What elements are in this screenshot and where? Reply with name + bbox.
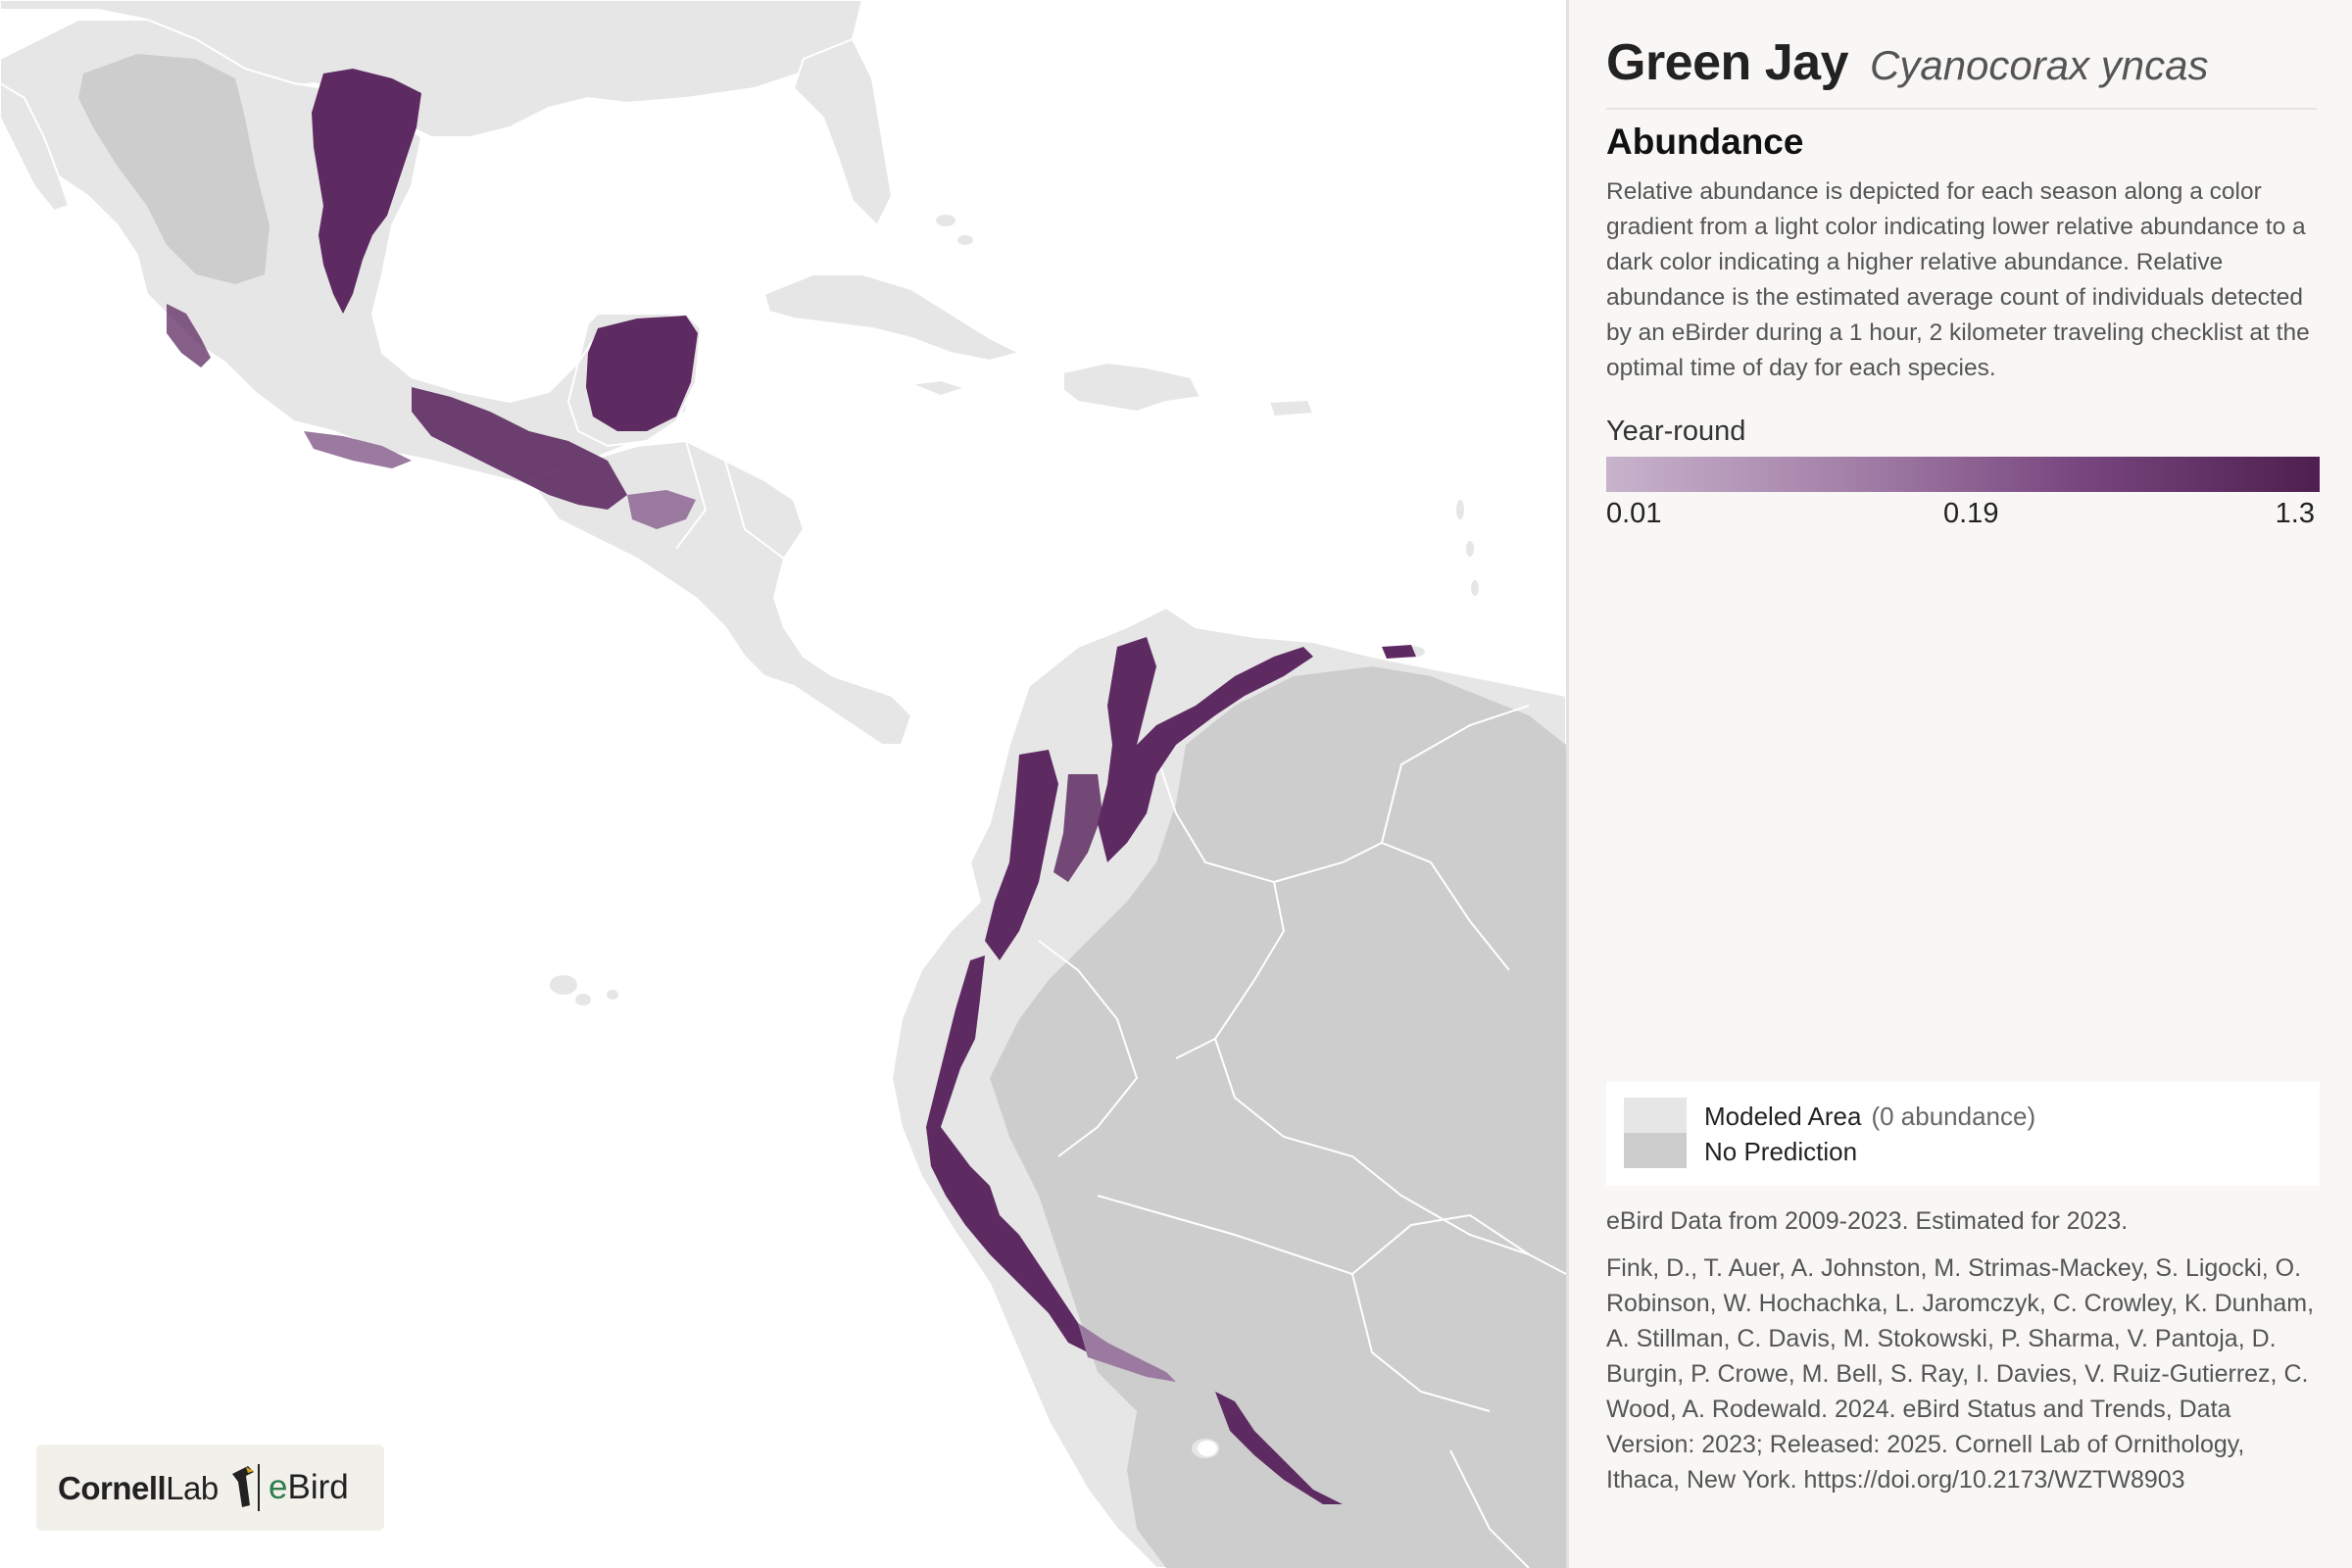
range-map[interactable]: CornellLab eBird — [0, 0, 1566, 1568]
lake-titicaca — [1198, 1441, 1217, 1456]
scale-mid-label: 0.19 — [1943, 498, 1999, 529]
cornell-lab-wordmark: CornellLab — [58, 1470, 219, 1506]
data-years-note: eBird Data from 2009-2023. Estimated for… — [1606, 1207, 2129, 1235]
modeled-area-label: Modeled Area (0 abundance) — [1704, 1102, 2036, 1131]
land-central-america — [527, 439, 913, 746]
abundance-areas — [167, 69, 1416, 1504]
land-florida — [792, 37, 894, 227]
ebird-wordmark: eBird — [269, 1468, 349, 1506]
cornell-ebird-logo[interactable]: CornellLab eBird — [36, 1445, 384, 1531]
no-prediction-swatch — [1624, 1133, 1687, 1168]
abundance-description: Relative abundance is depicted for each … — [1606, 178, 2310, 381]
modeled-area-swatch — [1624, 1098, 1687, 1133]
abundance-color-scale — [1606, 457, 2320, 492]
land-cuba — [762, 273, 1022, 363]
country-borders — [675, 440, 1566, 1568]
map-legend: Modeled Area (0 abundance) No Prediction — [1606, 1082, 2320, 1186]
logo-divider — [258, 1464, 260, 1511]
no-prediction-label: No Prediction — [1704, 1137, 1858, 1166]
species-header: Green Jay Cyanocorax yncas — [1606, 33, 2317, 110]
land-puerto-rico — [1267, 398, 1315, 418]
scientific-name: Cyanocorax yncas — [1870, 42, 2209, 88]
citation-text: Fink, D., T. Auer, A. Johnston, M. Strim… — [1606, 1254, 2315, 1494]
season-label: Year-round — [1606, 416, 1746, 447]
map-canvas — [0, 0, 1566, 1568]
scale-max-label: 1.3 — [2275, 498, 2315, 529]
info-panel: Green Jay Cyanocorax yncas Abundance Rela… — [1566, 0, 2352, 1568]
land-baja — [0, 81, 71, 213]
no-prediction-south-america — [990, 666, 1566, 1568]
no-prediction-mexico — [78, 54, 270, 284]
bird-icon — [232, 1466, 254, 1507]
modeled-area-note: (0 abundance) — [1871, 1102, 2036, 1131]
abundance-title: Abundance — [1606, 122, 1804, 162]
common-name: Green Jay — [1606, 34, 1849, 91]
land-hispaniola — [1062, 361, 1202, 414]
land-jamaica — [907, 378, 969, 398]
scale-min-label: 0.01 — [1606, 498, 1662, 529]
